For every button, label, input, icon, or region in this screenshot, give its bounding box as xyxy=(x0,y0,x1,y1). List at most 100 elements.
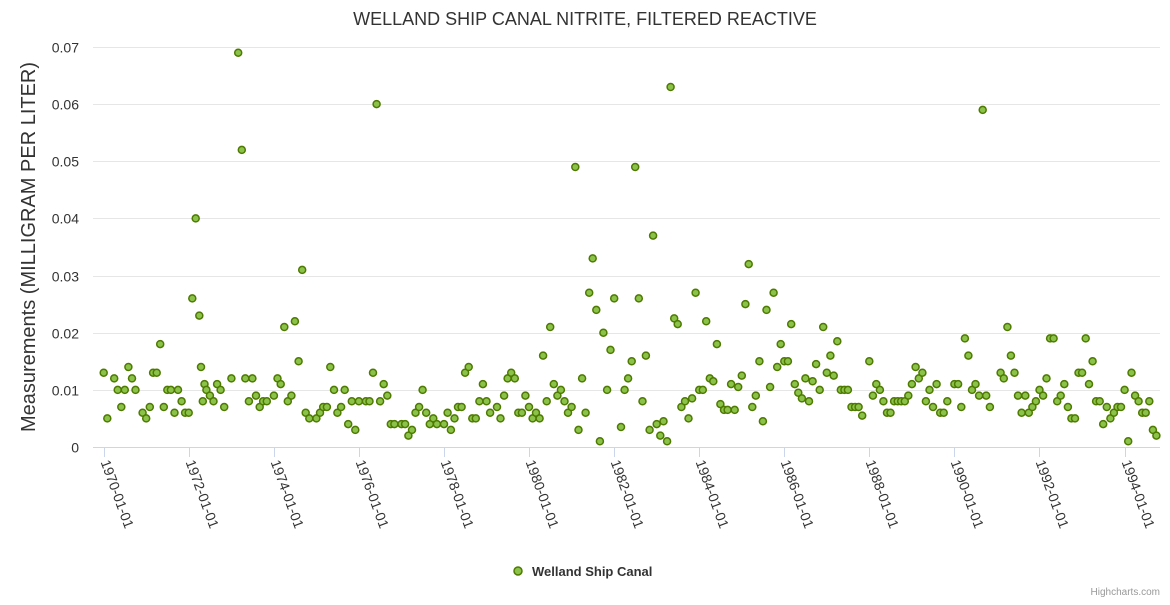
data-point[interactable] xyxy=(875,385,885,395)
data-point[interactable] xyxy=(1038,391,1048,400)
data-point[interactable] xyxy=(103,414,112,423)
data-point[interactable] xyxy=(443,408,452,417)
data-point[interactable] xyxy=(478,379,488,389)
data-point[interactable] xyxy=(641,351,651,360)
data-point[interactable] xyxy=(971,379,980,389)
data-point[interactable] xyxy=(584,288,594,297)
data-point[interactable] xyxy=(196,362,206,372)
data-point[interactable] xyxy=(748,402,757,412)
data-point[interactable] xyxy=(797,394,807,403)
data-point[interactable] xyxy=(379,379,388,389)
data-point[interactable] xyxy=(287,391,296,400)
data-point[interactable] xyxy=(535,414,544,423)
data-point[interactable] xyxy=(1120,385,1129,395)
data-point[interactable] xyxy=(981,391,991,400)
data-point[interactable] xyxy=(829,371,838,380)
data-point[interactable] xyxy=(450,414,459,423)
data-point[interactable] xyxy=(439,419,449,429)
data-point[interactable] xyxy=(826,351,835,360)
data-point[interactable] xyxy=(786,319,796,329)
data-point[interactable] xyxy=(184,408,193,417)
data-point[interactable] xyxy=(630,162,640,172)
data-point[interactable] xyxy=(918,368,927,377)
data-point[interactable] xyxy=(1017,408,1026,417)
data-point[interactable] xyxy=(390,419,399,429)
data-point[interactable] xyxy=(680,397,690,406)
data-point[interactable] xyxy=(354,397,364,406)
data-point[interactable] xyxy=(131,385,140,395)
data-point[interactable] xyxy=(616,422,626,432)
data-point[interactable] xyxy=(471,414,481,423)
data-point[interactable] xyxy=(879,397,888,406)
data-point[interactable] xyxy=(1006,351,1016,360)
data-point[interactable] xyxy=(297,265,307,275)
data-point[interactable] xyxy=(574,425,583,435)
data-point[interactable] xyxy=(765,382,775,392)
data-point[interactable] xyxy=(666,82,675,92)
data-point[interactable] xyxy=(1081,334,1090,343)
data-point[interactable] xyxy=(549,379,559,389)
data-point[interactable] xyxy=(372,99,381,109)
credits[interactable]: Highcharts.com xyxy=(1091,587,1160,598)
data-point[interactable] xyxy=(219,402,229,412)
data-point[interactable] xyxy=(99,368,108,377)
data-point[interactable] xyxy=(577,374,587,383)
data-point[interactable] xyxy=(521,391,530,400)
data-point[interactable] xyxy=(648,231,658,240)
data-point[interactable] xyxy=(336,402,346,412)
data-point[interactable] xyxy=(815,385,824,395)
data-point[interactable] xyxy=(744,259,753,269)
data-point[interactable] xyxy=(237,145,247,155)
data-point[interactable] xyxy=(602,385,612,395)
data-point[interactable] xyxy=(368,368,378,377)
data-point[interactable] xyxy=(904,391,913,400)
data-point[interactable] xyxy=(857,411,867,420)
data-point[interactable] xyxy=(932,379,941,389)
data-point[interactable] xyxy=(269,391,279,400)
data-point[interactable] xyxy=(691,288,700,297)
data-point[interactable] xyxy=(340,385,349,395)
data-point[interactable] xyxy=(638,397,647,406)
data-point[interactable] xyxy=(581,408,590,417)
data-point[interactable] xyxy=(195,311,204,320)
data-point[interactable] xyxy=(545,322,555,332)
data-point[interactable] xyxy=(347,397,357,406)
data-point[interactable] xyxy=(701,317,711,326)
data-point[interactable] xyxy=(280,322,289,332)
data-point[interactable] xyxy=(1013,391,1023,400)
data-point[interactable] xyxy=(1060,379,1069,389)
data-point[interactable] xyxy=(741,299,750,309)
data-point[interactable] xyxy=(811,359,821,369)
data-point[interactable] xyxy=(985,402,995,412)
data-point[interactable] xyxy=(173,385,183,395)
data-point[interactable] xyxy=(1063,402,1073,412)
data-point[interactable] xyxy=(595,437,605,446)
data-point[interactable] xyxy=(659,417,668,426)
data-point[interactable] xyxy=(290,317,300,326)
data-point[interactable] xyxy=(191,214,200,223)
data-point[interactable] xyxy=(418,385,427,395)
data-point[interactable] xyxy=(524,402,534,412)
data-point[interactable] xyxy=(1056,391,1065,400)
data-point[interactable] xyxy=(216,385,225,395)
data-point[interactable] xyxy=(907,379,917,389)
data-point[interactable] xyxy=(822,368,832,377)
data-point[interactable] xyxy=(620,385,629,395)
data-point[interactable] xyxy=(567,402,576,412)
data-point[interactable] xyxy=(623,374,633,383)
data-point[interactable] xyxy=(113,385,122,395)
data-point[interactable] xyxy=(1152,431,1161,440)
data-point[interactable] xyxy=(599,328,608,337)
data-point[interactable] xyxy=(974,391,984,400)
data-point[interactable] xyxy=(783,357,793,366)
data-point[interactable] xyxy=(925,385,934,395)
data-point[interactable] xyxy=(1084,379,1094,389)
data-point[interactable] xyxy=(1098,419,1108,429)
data-point[interactable] xyxy=(120,385,130,395)
data-point[interactable] xyxy=(1145,397,1154,406)
data-point[interactable] xyxy=(1021,391,1030,400)
data-point[interactable] xyxy=(843,385,853,395)
data-point[interactable] xyxy=(790,379,800,389)
data-point[interactable] xyxy=(1077,368,1087,377)
data-point[interactable] xyxy=(687,394,697,403)
